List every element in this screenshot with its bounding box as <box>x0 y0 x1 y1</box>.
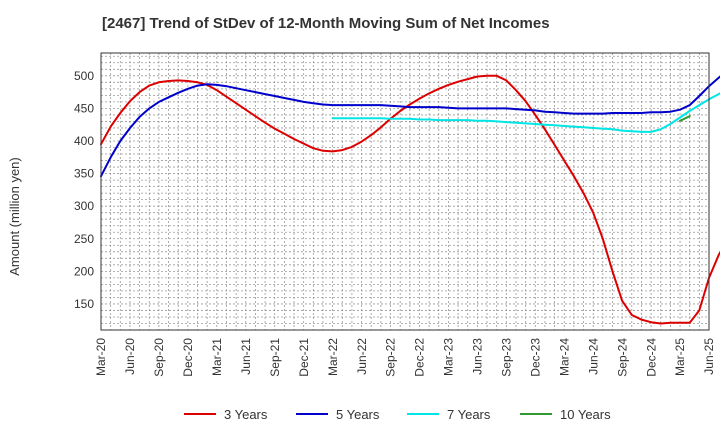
x-tick-label: Dec-23 <box>528 338 542 377</box>
y-tick-label: 150 <box>74 297 94 311</box>
x-tick-label: Mar-24 <box>557 338 571 376</box>
chart-title: [2467] Trend of StDev of 12-Month Moving… <box>102 15 550 32</box>
x-tick-label: Dec-20 <box>181 338 195 377</box>
x-tick-label: Jun-25 <box>702 338 716 375</box>
x-tick-label: Jun-23 <box>471 338 485 375</box>
x-tick-label: Jun-21 <box>239 338 253 375</box>
x-tick-label: Sep-23 <box>500 338 514 377</box>
y-tick-label: 400 <box>74 134 94 148</box>
x-tick-label: Mar-23 <box>442 338 456 376</box>
plot-area <box>101 53 709 330</box>
y-axis: 150 200 250 300 350 400 450 500 <box>74 69 94 311</box>
x-tick-label: Jun-22 <box>355 338 369 375</box>
y-tick-label: 500 <box>74 69 94 83</box>
grid-lines <box>101 53 709 330</box>
y-tick-label: 250 <box>74 232 94 246</box>
x-tick-label: Sep-20 <box>152 338 166 377</box>
legend: 3 Years 5 Years 7 Years 10 Years <box>184 407 611 422</box>
x-tick-label: Sep-24 <box>615 338 629 377</box>
legend-label: 5 Years <box>336 407 380 422</box>
x-tick-label: Dec-22 <box>413 338 427 377</box>
y-tick-label: 350 <box>74 167 94 181</box>
series-line-7-years <box>331 92 720 133</box>
x-tick-label: Jun-24 <box>586 338 600 375</box>
plot-frame <box>100 52 710 331</box>
x-tick-label: Dec-21 <box>297 338 311 377</box>
x-tick-label: Mar-25 <box>673 338 687 376</box>
x-tick-label: Sep-22 <box>384 338 398 377</box>
x-tick-label: Mar-20 <box>94 338 108 376</box>
x-tick-label: Mar-22 <box>326 338 340 376</box>
legend-label: 3 Years <box>224 407 268 422</box>
x-tick-label: Mar-21 <box>210 338 224 376</box>
y-tick-label: 300 <box>74 199 94 213</box>
legend-label: 7 Years <box>447 407 491 422</box>
x-tick-label: Sep-21 <box>268 338 282 377</box>
x-axis: Mar-20 Jun-20 Sep-20 Dec-20 Mar-21 Jun-21 Sep-… <box>94 338 716 377</box>
y-axis-title: Amount (million yen) <box>7 157 22 276</box>
y-tick-label: 200 <box>74 264 94 278</box>
series-line-3-years <box>100 74 720 325</box>
x-tick-label: Jun-20 <box>123 338 137 375</box>
x-tick-label: Dec-24 <box>644 338 658 377</box>
series-line-10-years <box>679 115 691 122</box>
y-tick-label: 450 <box>74 101 94 115</box>
series-layer <box>100 74 720 325</box>
series-line-5-years <box>100 75 720 178</box>
legend-label: 10 Years <box>560 407 611 422</box>
